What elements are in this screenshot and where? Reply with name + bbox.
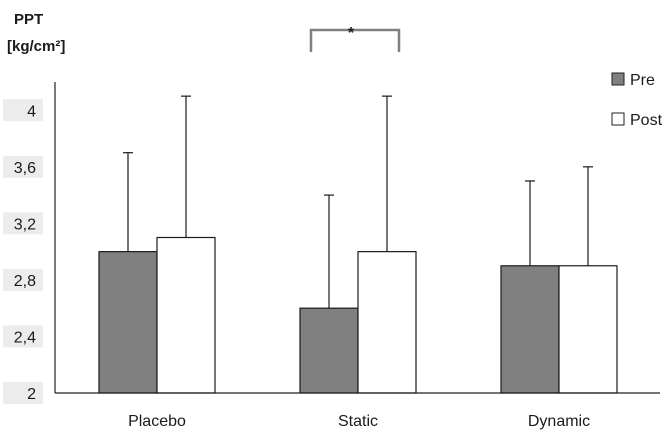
bars — [98, 236, 618, 394]
error-bar-pre-static — [324, 194, 334, 309]
y-tick-band — [3, 155, 43, 178]
x-category-label: Placebo — [128, 413, 186, 430]
legend-swatch-post — [611, 112, 625, 126]
x-category-label: Dynamic — [528, 413, 590, 430]
bar-post-static — [357, 251, 417, 394]
legend: Pre Post — [611, 72, 663, 129]
legend-label-pre: Pre — [630, 72, 655, 89]
y-tick-label: 2,4 — [14, 329, 36, 346]
y-tick-label: 4 — [27, 103, 36, 120]
y-tick-label: 2 — [27, 386, 36, 403]
x-category-label: Static — [338, 413, 378, 430]
error-bar-post-placebo — [181, 95, 191, 238]
bar-post-placebo — [156, 236, 216, 394]
y-tick-band — [3, 325, 43, 348]
error-bars — [123, 95, 593, 309]
y-tick-labels: 2 2,4 2,8 3,2 3,6 4 — [14, 103, 36, 403]
y-tick-band — [3, 99, 43, 122]
y-tick-label: 3,2 — [14, 216, 36, 233]
error-bar-post-dynamic — [583, 166, 593, 266]
y-tick-label: 3,6 — [14, 160, 36, 177]
bar-pre-placebo — [98, 251, 158, 394]
y-tick-label: 2,8 — [14, 273, 36, 290]
y-tick-band — [3, 382, 43, 404]
tick-label-bands — [3, 99, 43, 404]
bracket-line — [309, 28, 401, 52]
significance-bracket: * — [309, 25, 401, 52]
y-axis-label-line2: [kg/cm²] — [7, 38, 65, 55]
bar-post-dynamic — [558, 265, 618, 394]
significance-star: * — [348, 25, 355, 42]
x-category-labels: Placebo Static Dynamic — [128, 413, 590, 430]
y-tick-band — [3, 212, 43, 235]
error-bar-pre-placebo — [123, 152, 133, 252]
legend-swatch-pre — [611, 72, 625, 86]
error-bar-pre-dynamic — [525, 180, 535, 266]
bar-pre-static — [299, 307, 359, 394]
error-bar-post-static — [382, 95, 392, 252]
y-tick-band — [3, 268, 43, 291]
bar-pre-dynamic — [500, 265, 560, 394]
legend-label-post: Post — [630, 112, 663, 129]
y-axis-label-line1: PPT — [14, 11, 43, 28]
